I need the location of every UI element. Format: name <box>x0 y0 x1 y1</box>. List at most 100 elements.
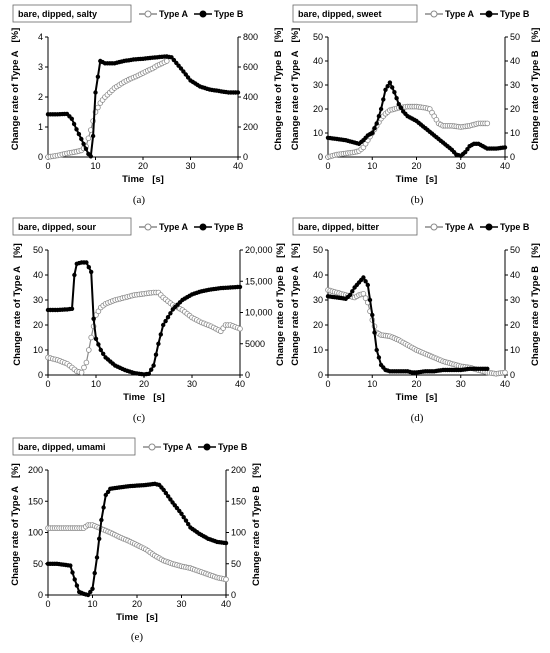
data-point <box>88 154 94 159</box>
y-axis-right-label: Change rate of Type B [%] <box>530 243 541 366</box>
y-left-tick-label: 40 <box>33 270 43 280</box>
x-tick-label: 10 <box>367 379 377 389</box>
x-tick-label: 30 <box>185 161 195 171</box>
y-right-label-text: Change rate of Type B <box>530 266 541 366</box>
y-left-tick-label: 10 <box>313 128 323 138</box>
data-point <box>179 511 184 516</box>
y-right-tick-label: 400 <box>243 92 258 102</box>
series-type-b <box>325 80 508 158</box>
data-point <box>347 292 353 298</box>
data-point <box>101 351 106 356</box>
y-left-tick-label: 50 <box>33 245 43 255</box>
data-point <box>161 487 166 493</box>
data-point <box>86 347 92 353</box>
data-point <box>237 325 243 332</box>
data-point <box>367 297 373 303</box>
y-right-tick-label: 20,000 <box>245 245 273 255</box>
data-point <box>92 570 97 576</box>
y-left-tick-label: 0 <box>318 152 323 162</box>
y-right-label-unit: [%] <box>273 28 284 43</box>
data-point <box>370 312 375 318</box>
data-point <box>237 284 243 290</box>
x-tick-label: 10 <box>367 161 377 171</box>
data-point <box>88 334 94 341</box>
legend-marker-1 <box>430 10 438 18</box>
x-axis-label-unit: [s] <box>152 174 164 185</box>
data-point <box>86 265 92 270</box>
y-right-tick-label: 5000 <box>245 339 265 349</box>
y-left-tick-label: 4 <box>38 32 43 42</box>
data-point <box>69 116 75 122</box>
data-point <box>70 570 75 575</box>
y-left-tick-label: 30 <box>313 295 323 305</box>
data-point <box>362 295 369 301</box>
y-axis-right-label: Change rate of Type B [%] <box>273 28 284 151</box>
y-left-tick-label: 20 <box>313 104 323 114</box>
data-point <box>149 367 154 372</box>
data-point <box>394 96 399 101</box>
y-left-tick-label: 40 <box>313 56 323 66</box>
y-left-tick-label: 100 <box>28 528 43 538</box>
y-right-tick-label: 15,000 <box>245 276 273 286</box>
x-axis-label-text: Time <box>116 612 138 623</box>
data-point <box>223 576 229 583</box>
legend-marker-2 <box>485 223 493 231</box>
y-axis-left-label: Change rate of Type A [%] <box>290 243 301 366</box>
y-axis-left-label: Change rate of Type A [%] <box>12 243 23 366</box>
x-tick-label: 0 <box>45 161 50 171</box>
data-point <box>93 90 98 95</box>
data-point <box>350 289 355 294</box>
data-point <box>98 347 104 353</box>
legend-label-1: Type A <box>445 222 475 232</box>
legend-marker-1 <box>430 223 438 231</box>
chart-panel-3: 0 10 20 30 40010203040500500010,00015,00020,… <box>12 217 286 424</box>
data-point <box>361 275 366 280</box>
x-axis-label-unit: [s] <box>153 392 165 403</box>
y-right-label-unit: [%] <box>251 463 262 478</box>
data-point <box>383 87 388 93</box>
data-point <box>387 80 393 85</box>
x-tick-label: 40 <box>500 161 510 171</box>
series-type-a <box>325 287 508 377</box>
x-axis-label: Time [s] <box>122 174 164 185</box>
data-point <box>385 84 390 89</box>
y-right-tick-label: 50 <box>231 559 241 569</box>
y-axis-left-label: Change rate of Type A [%] <box>290 28 301 151</box>
series-type-b <box>45 260 243 377</box>
data-point <box>74 583 80 588</box>
data-point <box>365 282 370 288</box>
y-left-label-unit: [%] <box>10 28 21 43</box>
legend-label-2: Type B <box>214 222 244 232</box>
x-tick-label: 10 <box>90 161 100 171</box>
y-left-tick-label: 0 <box>38 590 43 600</box>
data-point <box>374 347 379 353</box>
x-tick-label: 20 <box>411 161 421 171</box>
data-point <box>83 146 89 151</box>
y-left-tick-label: 50 <box>313 32 323 42</box>
y-right-tick-label: 50 <box>510 32 520 42</box>
series-type-b <box>325 275 490 375</box>
data-point <box>78 369 85 376</box>
y-left-label-text: Change rate of Type A <box>290 50 301 150</box>
data-point <box>93 336 99 341</box>
series-type-a <box>45 289 243 376</box>
y-right-label-unit: [%] <box>275 243 286 258</box>
legend-label-2: Type B <box>214 9 244 19</box>
data-point <box>376 355 382 360</box>
data-point <box>392 90 397 95</box>
x-tick-label: 20 <box>411 379 421 389</box>
y-right-tick-label: 50 <box>510 245 520 255</box>
y-left-tick-label: 200 <box>28 465 43 475</box>
y-right-tick-label: 0 <box>245 370 250 380</box>
series-type-b <box>45 54 241 159</box>
data-point <box>84 260 89 265</box>
x-tick-label: 0 <box>45 599 50 609</box>
y-axis-right-label: Change rate of Type B [%] <box>275 243 286 366</box>
y-right-label-unit: [%] <box>530 28 541 43</box>
legend-marker-2 <box>203 443 211 451</box>
legend-marker-2 <box>485 10 493 18</box>
data-point <box>223 540 229 546</box>
y-left-label-unit: [%] <box>12 243 23 258</box>
